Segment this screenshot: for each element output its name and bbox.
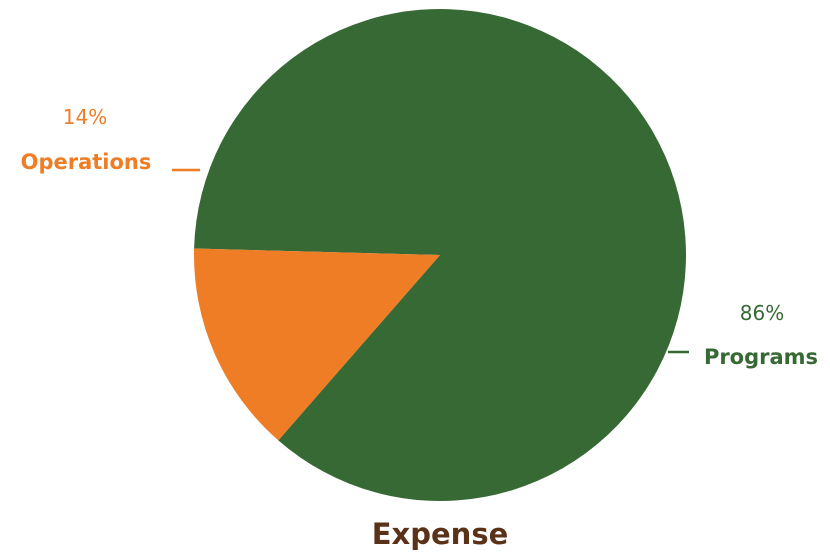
pie-slice-programs xyxy=(194,8,686,501)
operations-category-label: Operations xyxy=(21,150,152,174)
pie-slices xyxy=(194,8,686,501)
pie-slice-operations xyxy=(194,248,440,441)
programs-category-label: Programs xyxy=(704,345,818,369)
chart-title: Expense xyxy=(372,517,509,551)
operations-percent-label: 14% xyxy=(63,105,107,129)
programs-percent-label: 86% xyxy=(740,301,784,325)
